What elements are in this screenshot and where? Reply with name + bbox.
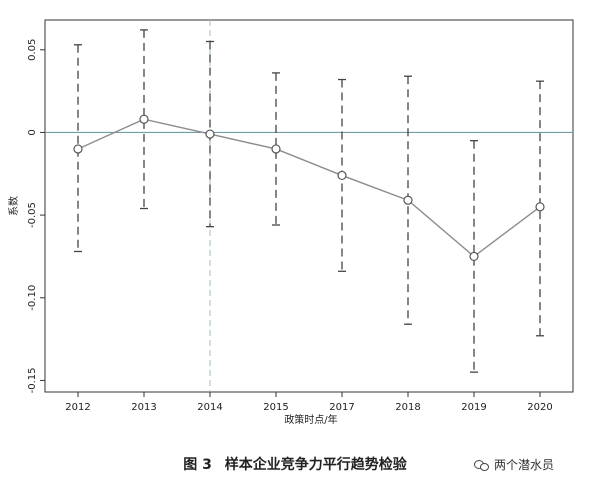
point-2017: [337, 170, 347, 181]
point-2020: [535, 202, 545, 212]
point-2014: [205, 129, 215, 139]
x-tick-label-2012: 2012: [65, 402, 90, 413]
y-axis-label: 系数: [7, 196, 20, 216]
x-tick-label-2014: 2014: [197, 402, 222, 413]
axis-ticks: 2012 2013 2014 2015 2017 2018 2019 2020 0.05 0 -0.…: [27, 39, 553, 413]
confidence-intervals: [74, 29, 544, 373]
y-tick-label-0: 0.05: [27, 39, 38, 61]
x-axis-label: 政策时点/年: [284, 413, 337, 426]
point-2013: [139, 114, 149, 124]
plot-frame: [44, 19, 574, 393]
x-tick-label-2015: 2015: [263, 402, 288, 413]
wechat-icon: [474, 459, 489, 471]
point-2019: [469, 251, 479, 262]
y-tick-label-1: 0: [27, 129, 38, 135]
x-tick-label-2013: 2013: [131, 402, 156, 413]
coefficient-chart: 2012 2013 2014 2015 2017 2018 2019 2020 0.05 0 -0.…: [7, 19, 574, 426]
y-tick-label-4: -0.15: [27, 367, 38, 393]
point-2015: [271, 144, 281, 154]
ci-2020: [536, 80, 544, 337]
ci-2019: [470, 140, 478, 373]
watermark: 两个潜水员: [474, 456, 554, 473]
reference-lines: [45, 20, 573, 392]
coefficient-series: [73, 114, 545, 262]
x-tick-label-2017: 2017: [329, 402, 354, 413]
y-tick-label-3: -0.10: [27, 285, 38, 311]
coefficient-line: [77, 118, 541, 258]
figure-caption-text: 样本企业竞争力平行趋势检验: [224, 457, 407, 473]
x-tick-label-2018: 2018: [395, 402, 420, 413]
point-2018: [403, 195, 413, 205]
ci-2015: [272, 72, 280, 226]
watermark-text: 两个潜水员: [494, 458, 555, 472]
ci-2013: [140, 29, 148, 210]
figure-caption: 图 3 样本企业竞争力平行趋势检验: [0, 454, 590, 474]
y-tick-label-2: -0.05: [27, 202, 38, 228]
figure-label: 图 3: [183, 457, 212, 473]
x-tick-label-2019: 2019: [461, 402, 486, 413]
x-tick-label-2020: 2020: [527, 402, 552, 413]
ci-2012: [74, 44, 82, 253]
point-2012: [73, 144, 83, 154]
chart-axes: [44, 19, 574, 393]
